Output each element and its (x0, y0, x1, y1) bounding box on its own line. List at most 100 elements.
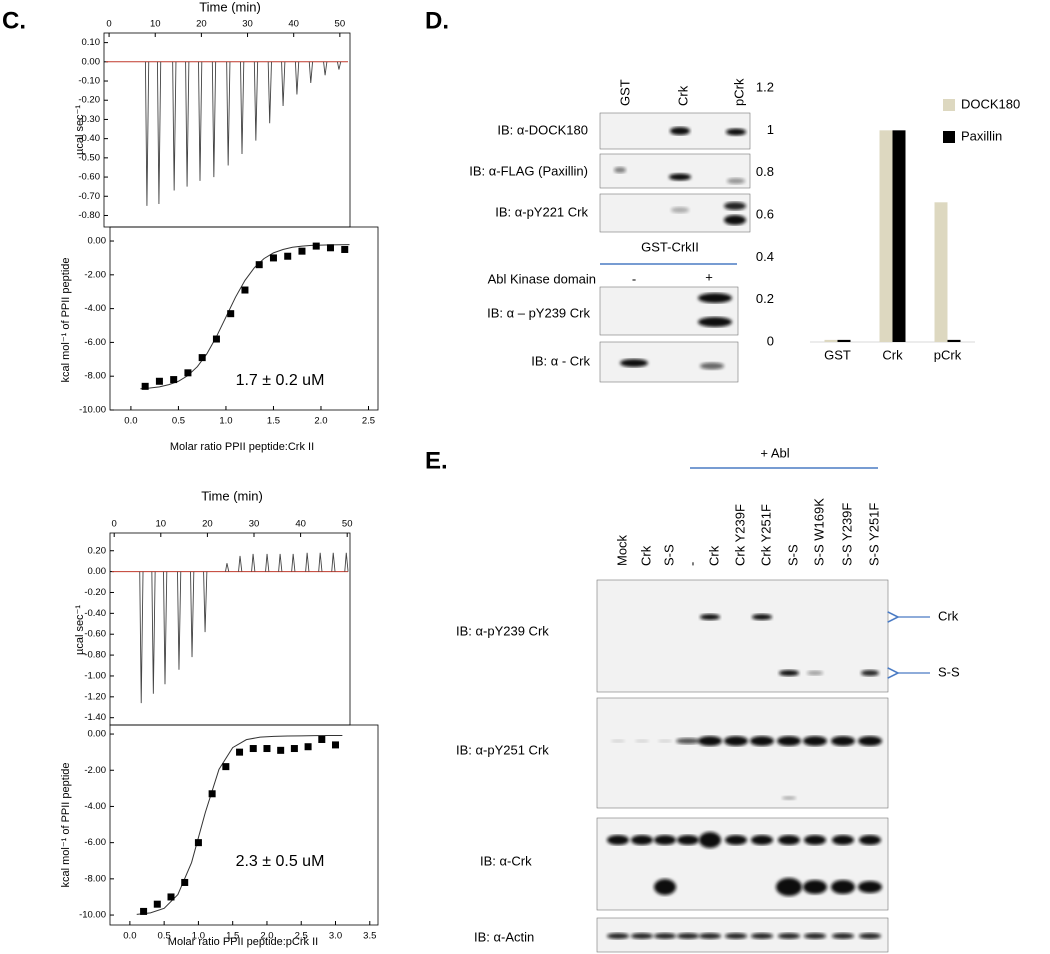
y-tick-label: -8.00 (84, 873, 106, 884)
plot-frame (109, 226, 379, 411)
blot-band (620, 359, 648, 367)
data-point (227, 310, 235, 318)
data-point (341, 245, 349, 253)
row-label: IB: α-Crk (480, 853, 532, 868)
x-tick-label: 10 (156, 519, 167, 530)
injection-peak (203, 571, 208, 633)
data-point (277, 746, 285, 754)
blot-band (861, 670, 879, 676)
y-tick-label: -1.20 (84, 691, 106, 702)
data-point (181, 878, 189, 886)
lane-label: Mock (614, 534, 629, 566)
injection-peak (336, 61, 342, 70)
lane-label: S-S (785, 544, 800, 566)
x-tick-label: 20 (196, 19, 207, 30)
y-tick-label: -10.00 (79, 910, 106, 921)
blot-band (607, 835, 629, 845)
x-tick-label: 20 (202, 519, 213, 530)
y-tick-label: 1.2 (756, 79, 774, 94)
x-tick-label: 1.5 (226, 931, 239, 942)
bar (824, 339, 838, 342)
data-point (269, 254, 277, 262)
panel-label: C. (2, 7, 26, 34)
y-tick-label: -1.00 (84, 670, 106, 681)
blot-band (726, 128, 746, 136)
injection-peak (190, 571, 195, 658)
data-point (241, 286, 249, 294)
injection-peak (294, 61, 300, 95)
blot-band (778, 933, 800, 939)
injection-peak (211, 61, 217, 178)
lane-label: GST (617, 79, 632, 106)
row-label: IB: α-pY221 Crk (495, 204, 588, 219)
y-tick-label: -0.70 (78, 191, 100, 202)
x-axis-title: Time (min) (201, 488, 263, 503)
blot-band (725, 835, 747, 845)
blot-band (778, 835, 800, 845)
blot-band (858, 736, 882, 746)
blot-band (727, 178, 745, 184)
injection-peak (144, 61, 150, 206)
blot-band (724, 202, 746, 210)
data-point (318, 735, 326, 743)
y-tick-label: -0.30 (78, 114, 100, 125)
y-tick-label: 0.8 (756, 164, 774, 179)
blot-band (698, 736, 722, 746)
row-label: IB: α-FLAG (Paxillin) (469, 163, 588, 178)
blot-band (777, 736, 801, 746)
y-tick-label: -6.00 (84, 337, 106, 348)
fit-curve (140, 244, 350, 390)
data-point (167, 893, 175, 901)
x-tick-label: 3.5 (363, 931, 376, 942)
y-tick-label: -6.00 (84, 837, 106, 848)
fit-curve (136, 734, 343, 915)
injection-peak (226, 61, 231, 166)
x-tick-label: 10 (150, 19, 161, 30)
blot-band (614, 167, 626, 173)
blot-band (658, 739, 672, 743)
plot-frame (109, 724, 379, 926)
data-point (326, 244, 334, 252)
legend-label: Paxillin (961, 128, 1002, 143)
data-point (290, 745, 298, 753)
y-tick-label: -4.00 (84, 801, 106, 812)
x-axis-title: Molar ratio PPII peptide:pCrk II (168, 936, 318, 948)
blot-band (776, 878, 802, 896)
x-tick-label: 0.0 (124, 416, 137, 427)
injection-peak (139, 571, 144, 704)
blot (599, 153, 751, 189)
blot-band (804, 835, 826, 845)
y-axis-title: kcal mol⁻¹ of PPII peptide (60, 762, 72, 887)
lane-label: S-S Y251F (866, 503, 881, 566)
y-tick-label: 0.00 (88, 729, 107, 740)
injection-peak (225, 563, 230, 572)
blot-band (779, 670, 799, 676)
data-point (263, 745, 271, 753)
x-tick-label: 50 (335, 19, 346, 30)
x-tick-label: 0 (106, 19, 111, 30)
y-tick-label: -0.60 (84, 629, 106, 640)
annotation: 1.7 ± 0.2 uM (236, 372, 325, 389)
y-tick-label: 1 (767, 122, 774, 137)
injection-peak (238, 555, 243, 572)
bar (947, 339, 961, 342)
data-point (236, 748, 244, 756)
bar (934, 202, 948, 342)
x-tick-label: 2.5 (295, 931, 308, 942)
lane-label: S-S W169K (811, 498, 826, 566)
blot-band (782, 796, 796, 800)
injection-peak (253, 61, 259, 141)
data-point (212, 335, 220, 343)
x-tick-label: 1.5 (267, 416, 280, 427)
x-tick-label: 1.0 (219, 416, 232, 427)
y-tick-label: 0.6 (756, 206, 774, 221)
row-label: IB: α – pY239 Crk (487, 305, 590, 320)
injection-peak (265, 553, 270, 572)
blot-band (859, 933, 881, 939)
panel-label: D. (425, 7, 449, 34)
legend-swatch (943, 131, 955, 143)
blot-band (750, 736, 774, 746)
y-tick-label: -0.60 (78, 172, 100, 183)
blot-band (699, 832, 721, 848)
